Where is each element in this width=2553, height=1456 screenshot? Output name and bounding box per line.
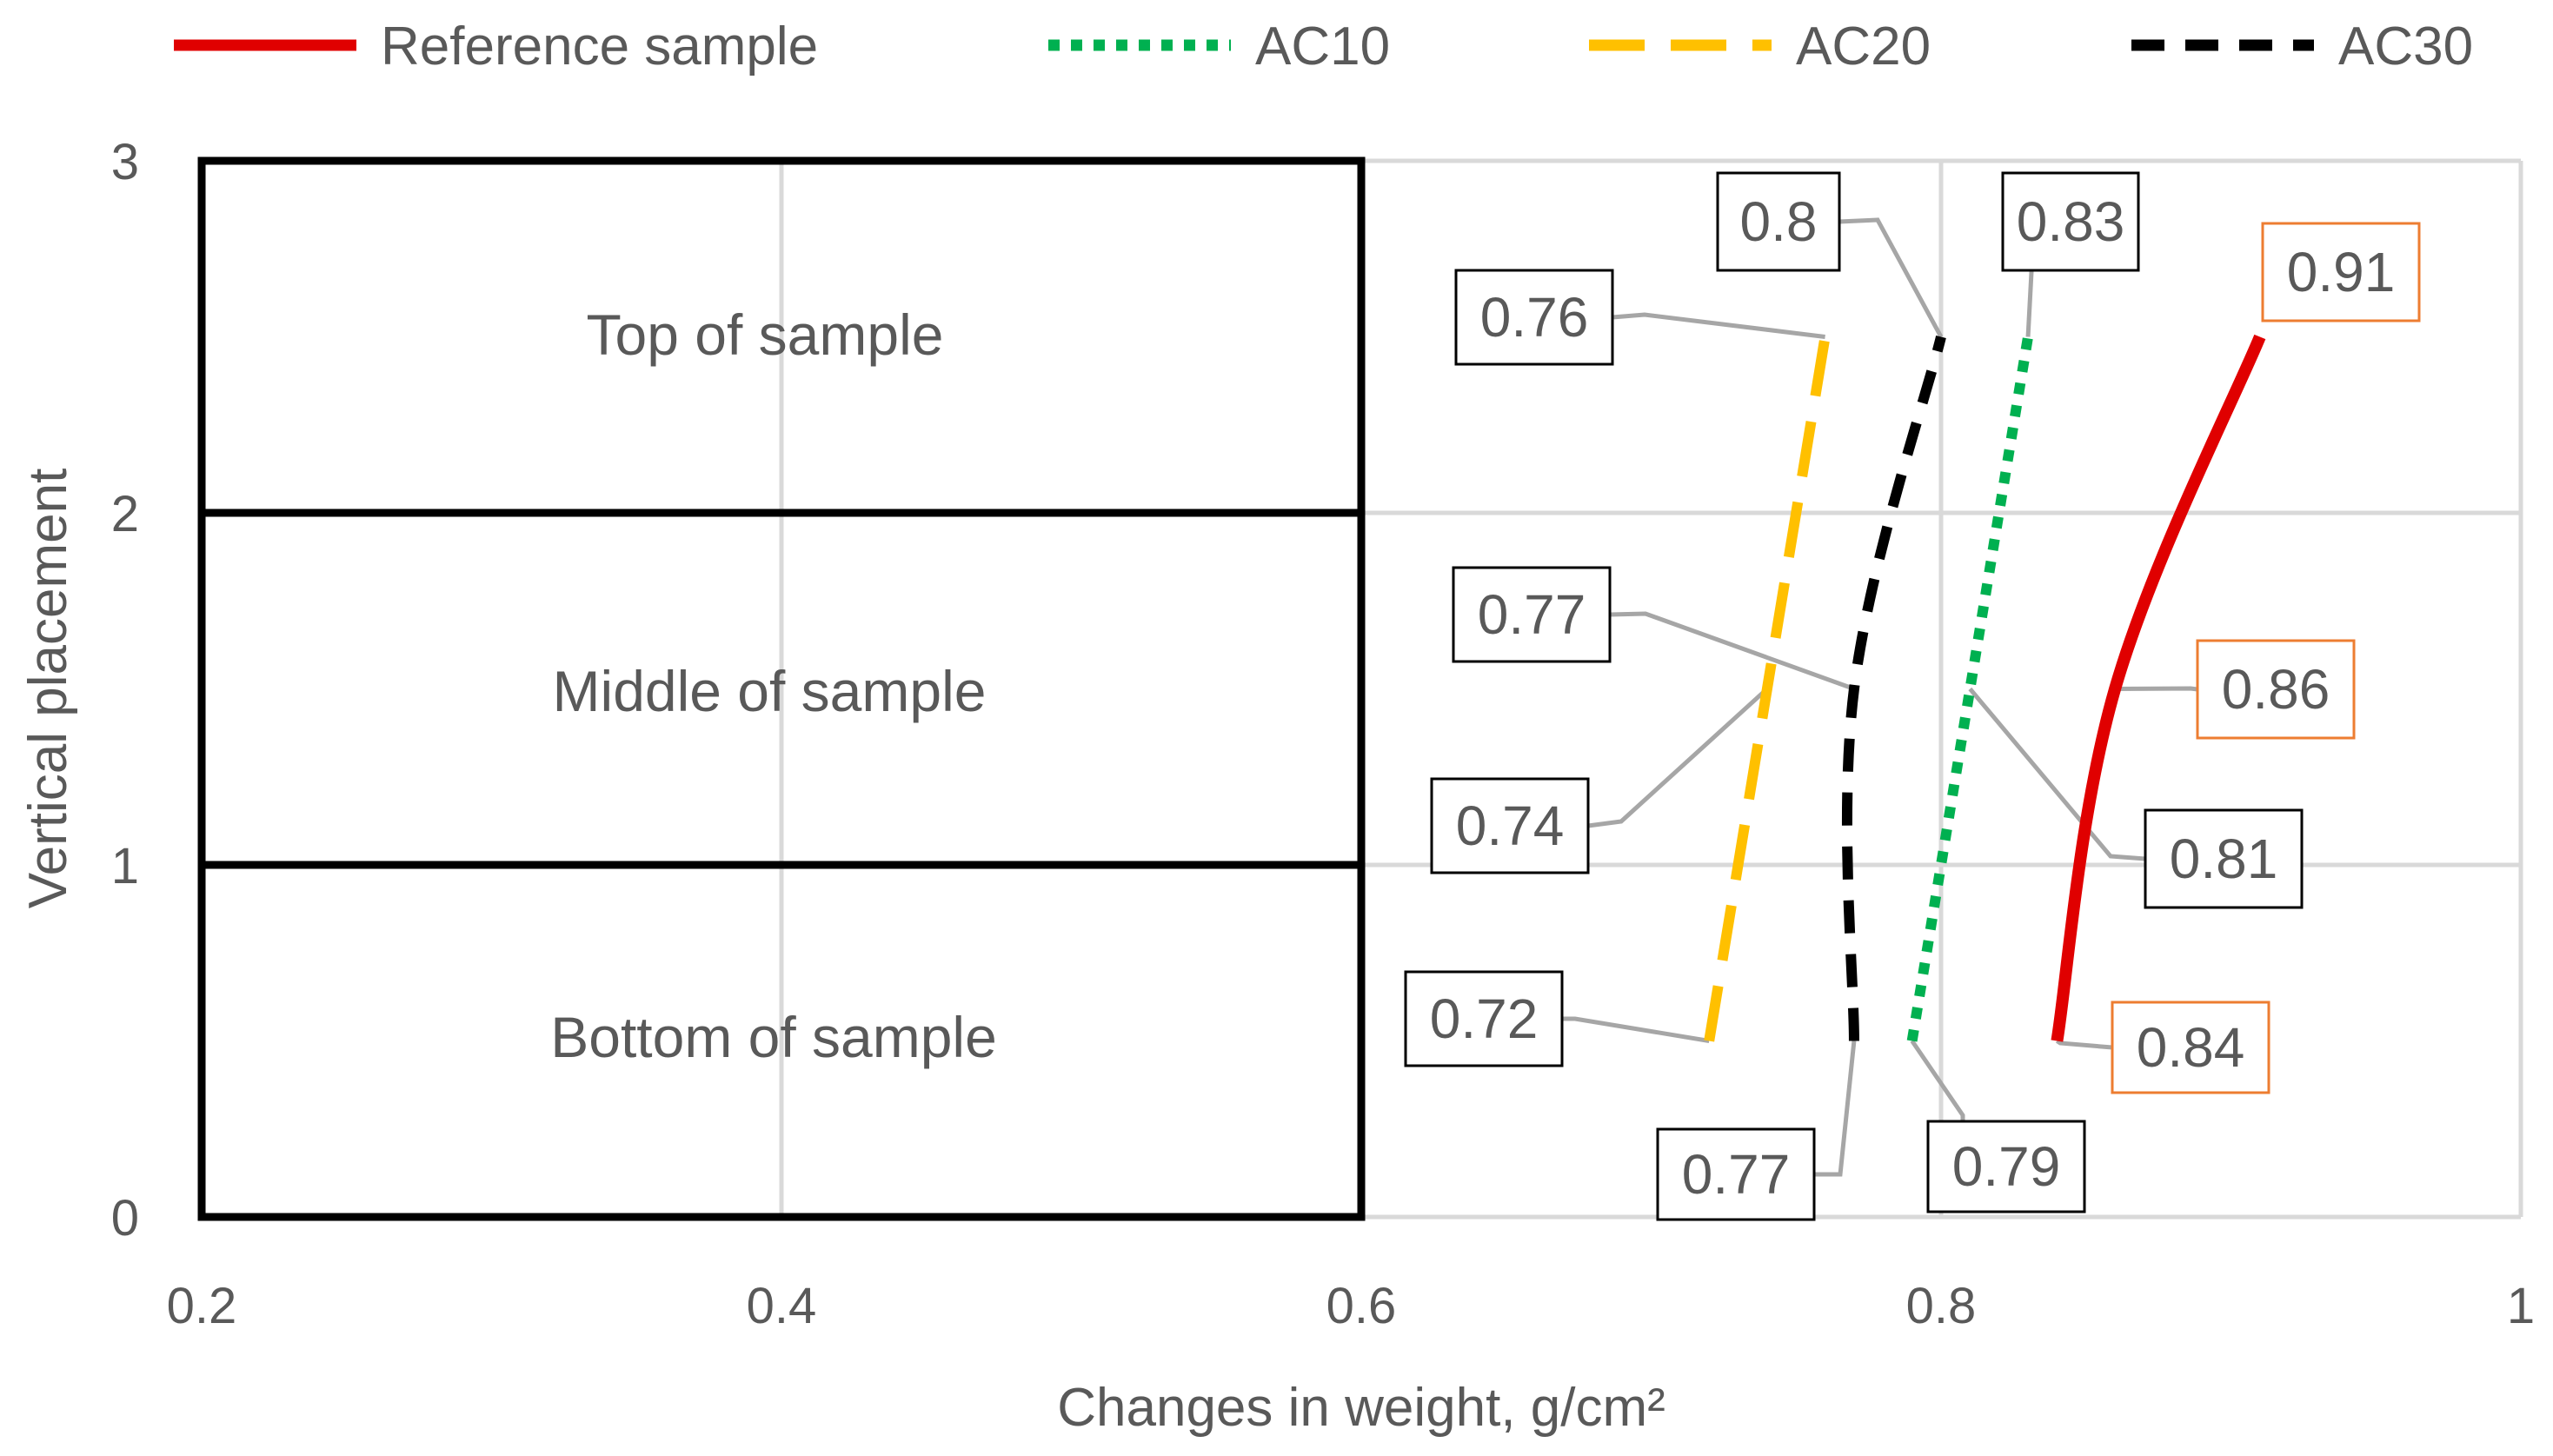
series-line-reference-sample (2051, 334, 2266, 1042)
data-label-value: 0.72 (1430, 987, 1539, 1050)
leader-line-ac30-2 (1609, 611, 1855, 691)
axis-ticks: 0.2 0.4 0.6 0.8 1 0 1 2 3 (111, 134, 2535, 1334)
x-tick-label-3: 0.6 (1326, 1278, 1397, 1334)
data-label-box (1656, 1127, 1816, 1221)
leader-line-ac10-1 (1910, 1040, 1965, 1121)
leader-line-ac10-2 (1968, 687, 2146, 861)
legend: Reference sample AC10 AC20 AC30 (174, 17, 2473, 76)
data-label-value: 0.76 (1480, 286, 1589, 349)
leader-line-ac20-2 (1587, 687, 1769, 828)
data-label-value: 0.84 (2137, 1016, 2245, 1079)
data-label-value: 0.74 (1456, 794, 1565, 857)
data-label-reference-sample-3: 0.91 (2261, 222, 2421, 322)
x-tick-label-2: 0.4 (747, 1278, 817, 1334)
data-label-box (1430, 777, 1590, 874)
leader-line-reference-sample-2 (2115, 686, 2198, 692)
data-label-ac30-3: 0.8 (1716, 171, 1841, 272)
leader-line-ac20-3 (1612, 312, 1825, 339)
x-tick-label-4: 0.8 (1906, 1278, 1977, 1334)
x-tick-label-1: 0.2 (167, 1278, 237, 1334)
data-label-ac30-2: 0.77 (1452, 566, 1612, 663)
zone-label-top: Top of sample (587, 303, 944, 367)
data-label-reference-sample-1: 0.84 (2111, 1001, 2270, 1094)
data-label-value: 0.77 (1478, 583, 1586, 646)
data-label-box (1716, 171, 1841, 272)
leader-line-ac30-1 (1814, 1040, 1857, 1177)
data-label-value: 0.8 (1740, 190, 1818, 253)
data-label-value: 0.77 (1682, 1143, 1791, 1206)
data-label-box (1404, 970, 1564, 1067)
data-label-ac10-1: 0.79 (1926, 1120, 2086, 1213)
zone-bottom (197, 861, 1366, 1221)
data-label-ac10-2: 0.81 (2144, 808, 2304, 909)
x-axis-title: Changes in weight, g/cm² (1057, 1378, 1665, 1438)
data-label-box (1454, 269, 1614, 366)
legend-label-ac20: AC20 (1796, 17, 1931, 76)
data-label-value: 0.91 (2287, 241, 2396, 303)
y-tick-label-1: 0 (111, 1190, 139, 1247)
series-line-ac30 (1841, 336, 1946, 1041)
legend-label-ac30: AC30 (2338, 17, 2473, 76)
y-tick-label-3: 2 (111, 486, 139, 542)
data-label-box (2111, 1001, 2270, 1094)
leader-line-ac10-3 (2025, 270, 2034, 337)
data-label-value: 0.79 (1952, 1135, 2061, 1198)
data-label-ac20-2: 0.74 (1430, 777, 1590, 874)
data-label-box (2144, 808, 2304, 909)
data-label-box (1926, 1120, 2086, 1213)
data-label-ac20-1: 0.72 (1404, 970, 1564, 1067)
data-label-ac30-1: 0.77 (1656, 1127, 1816, 1221)
data-label-reference-sample-2: 0.86 (2196, 639, 2356, 740)
data-label-value: 0.83 (2017, 190, 2125, 253)
series (1704, 334, 2266, 1042)
sample-zones: Top of sample Middle of sample Bottom of… (197, 156, 1366, 1221)
series-line-ac20 (1704, 336, 1831, 1042)
zone-label-middle: Middle of sample (553, 659, 987, 723)
x-tick-label-5: 1 (2507, 1278, 2535, 1334)
leader-line-ac20-1 (1562, 1016, 1710, 1043)
y-tick-label-4: 3 (111, 134, 139, 190)
data-label-box (2261, 222, 2421, 322)
data-label-value: 0.81 (2170, 828, 2278, 890)
y-axis-title: Vertical placement (18, 469, 78, 909)
data-label-ac20-3: 0.76 (1454, 269, 1614, 366)
legend-label-reference-sample: Reference sample (381, 17, 818, 76)
data-label-box (1452, 566, 1612, 663)
legend-label-ac10: AC10 (1255, 17, 1390, 76)
y-tick-label-2: 1 (111, 838, 139, 894)
leader-line-ac30-3 (1838, 217, 1944, 338)
data-labels: 0.84 0.86 0.91 0.79 0.81 0.83 0.72 0.74 … (1404, 171, 2421, 1221)
data-label-box (2001, 171, 2140, 272)
leader-line-reference-sample-1 (2055, 1039, 2113, 1050)
data-label-box (2196, 639, 2356, 740)
zone-label-bottom: Bottom of sample (550, 1005, 997, 1069)
leader-lines (1562, 217, 2198, 1177)
data-label-value: 0.86 (2222, 658, 2330, 721)
data-label-ac10-3: 0.83 (2001, 171, 2140, 272)
